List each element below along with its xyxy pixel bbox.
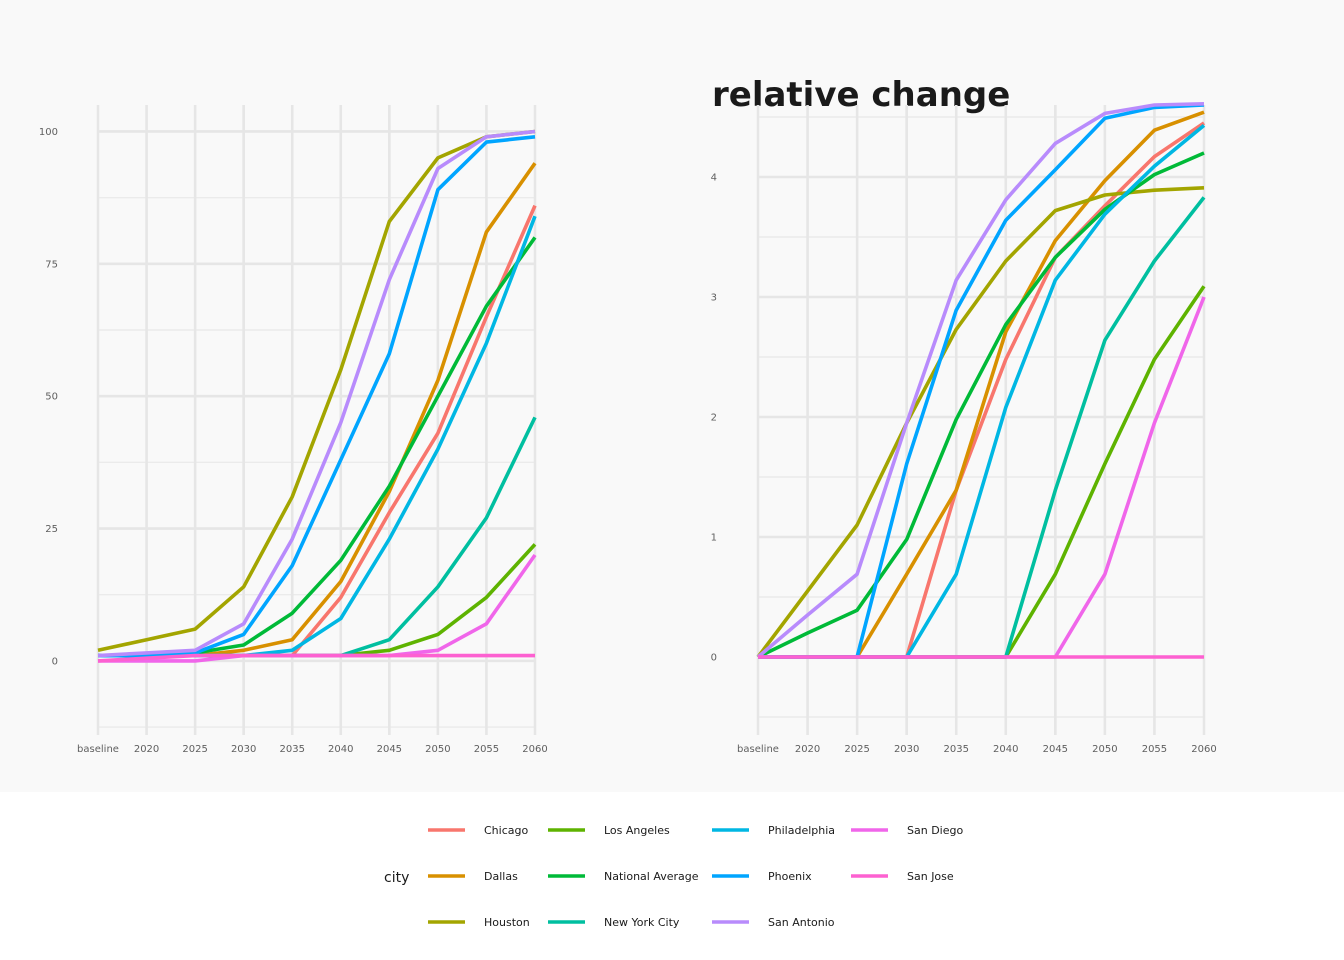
y-tick-label: 0: [52, 656, 58, 667]
x-tick-label: baseline: [737, 744, 779, 755]
y-tick-label: 0: [711, 653, 717, 664]
x-tick-label: 2060: [522, 744, 547, 755]
x-tick-label: 2030: [231, 744, 256, 755]
legend-label-phoenix: Phoenix: [768, 870, 812, 883]
series-line-philadelphia: [758, 124, 1206, 659]
x-tick-label: 2025: [844, 744, 869, 755]
legend-title: city: [384, 870, 409, 886]
series-line-los-angeles: [98, 543, 537, 658]
legend-label-dallas: Dallas: [484, 870, 518, 883]
y-tick-label: 25: [45, 524, 58, 535]
x-tick-label: 2035: [279, 744, 304, 755]
series-line-houston: [97, 129, 536, 653]
series-line-san-antonio: [756, 102, 1205, 659]
x-tick-label: 2020: [795, 744, 820, 755]
legend-label-new-york-city: New York City: [604, 916, 680, 929]
legend-label-national-average: National Average: [604, 870, 699, 883]
legend-label-philadelphia: Philadelphia: [768, 824, 835, 837]
y-tick-label: 50: [45, 392, 58, 403]
x-tick-label: 2040: [328, 744, 353, 755]
series-line-dallas: [758, 110, 1205, 659]
legend-label-san-antonio: San Antonio: [768, 916, 835, 929]
legend-label-san-diego: San Diego: [907, 824, 963, 837]
x-tick-label: 2045: [1043, 744, 1068, 755]
x-tick-label: 2055: [474, 744, 499, 755]
legend: city Chicago Dallas Houston Los Angeles Nati…: [384, 824, 963, 929]
y-tick-label: 100: [39, 127, 58, 138]
legend-label-houston: Houston: [484, 916, 530, 929]
x-tick-label: 2025: [182, 744, 207, 755]
x-tick-label: 2040: [993, 744, 1018, 755]
series-line-san-antonio: [97, 129, 536, 658]
y-tick-label: 75: [45, 259, 58, 270]
legend-label-los-angeles: Los Angeles: [604, 824, 670, 837]
x-tick-label: 2030: [894, 744, 919, 755]
series-line-chicago: [758, 121, 1206, 659]
x-tick-label: 2020: [134, 744, 159, 755]
x-tick-label: 2060: [1191, 744, 1216, 755]
y-tick-label: 3: [711, 293, 717, 304]
y-tick-label: 4: [711, 173, 717, 184]
x-tick-label: 2045: [377, 744, 402, 755]
series-line-national-average: [98, 236, 537, 658]
line-chart-2: 0 1 2 3 4 baseline 2020 2025 2030 2035 2040 2045 205…: [711, 102, 1217, 755]
x-tick-label: baseline: [77, 744, 119, 755]
series-line-phoenix: [98, 135, 536, 658]
series-line-dallas: [98, 162, 537, 658]
y-tick-label: 2: [711, 413, 717, 424]
legend-label-san-jose: San Jose: [907, 870, 954, 883]
legend-label-chicago: Chicago: [484, 824, 528, 837]
x-tick-label: 2035: [943, 744, 968, 755]
x-tick-label: 2050: [1092, 744, 1117, 755]
series-line-san-jose: [97, 653, 535, 663]
chart-title: relative change: [712, 75, 1010, 115]
y-tick-label: 1: [711, 533, 717, 544]
line-chart-1: 0 25 50 75 100 baseline 2020 2025 2030 2035 2040 20…: [39, 105, 548, 755]
x-tick-label: 2050: [425, 744, 450, 755]
x-tick-label: 2055: [1142, 744, 1167, 755]
series-line-new-york-city: [98, 416, 537, 658]
